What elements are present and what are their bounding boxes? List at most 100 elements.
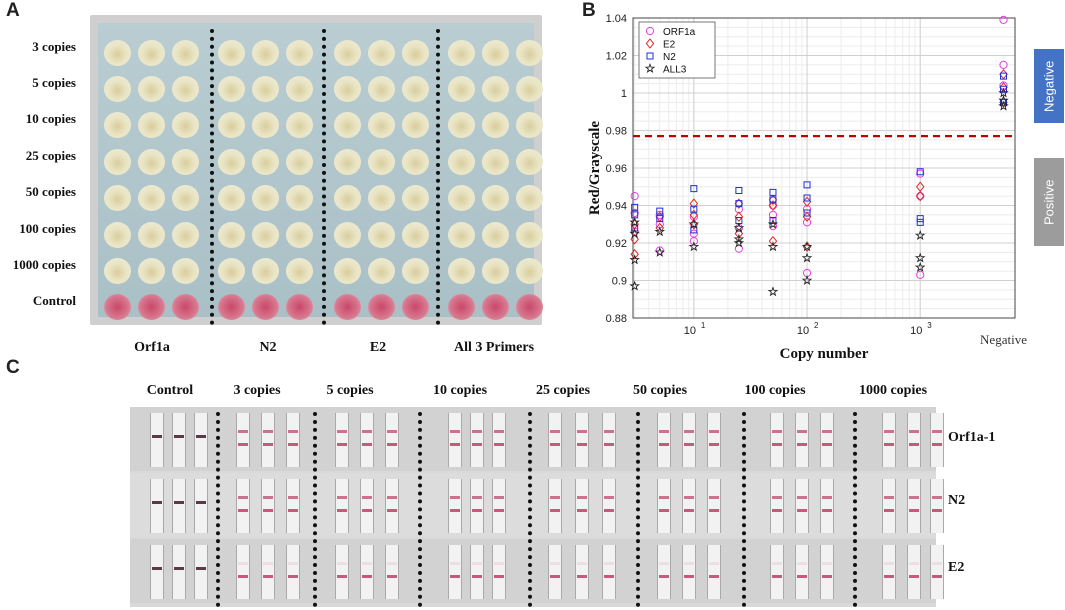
scatter-chart: 0.88 0.9 0.92 0.94 0.96 0.98 1 1.02 1.04 10 1 10 2 10… (587, 13, 1027, 362)
strip-band (604, 430, 614, 433)
row-label: 1000 copies (12, 257, 76, 272)
data-point-n2 (735, 200, 743, 208)
data-point-orf1a (999, 15, 1008, 24)
data-point-n2 (803, 181, 811, 189)
strip-band (797, 509, 807, 512)
data-point-n2 (1000, 85, 1008, 93)
legend-marker (644, 62, 656, 73)
data-point-n2 (690, 185, 698, 193)
control-well (368, 294, 395, 320)
strip-band (884, 575, 894, 578)
strip-band (822, 575, 832, 578)
sample-well (402, 112, 429, 138)
test-strip (150, 545, 164, 599)
sample-well (516, 185, 543, 211)
data-point-all3 (733, 222, 745, 233)
y-tick-label: 0.92 (606, 238, 627, 250)
strip-column-header: 50 copies (632, 383, 688, 398)
test-strip (194, 545, 208, 599)
data-point-e2 (655, 222, 665, 234)
column-label: Orf1a (134, 340, 170, 355)
sample-well (402, 222, 429, 248)
test-strip (470, 545, 484, 599)
data-point-all3 (998, 100, 1009, 111)
test-strip (385, 413, 399, 467)
sample-well (516, 149, 543, 175)
data-point-e2 (768, 200, 778, 211)
sample-well (482, 149, 509, 175)
strip-band (196, 501, 206, 504)
strip-band (550, 562, 560, 565)
data-point-orf1a (916, 169, 925, 178)
strip-band (174, 567, 184, 570)
sample-well (218, 222, 245, 248)
strip-band (196, 435, 206, 438)
sample-well (252, 222, 279, 248)
sample-well (334, 149, 361, 175)
test-strip (172, 545, 186, 599)
sample-well (334, 40, 361, 66)
y-axis-label: Red/Grayscale (587, 121, 603, 215)
test-strip (335, 545, 349, 599)
sample-well (368, 222, 395, 248)
strip-group-separator (636, 412, 640, 607)
strip-band (909, 509, 919, 512)
strip-band (238, 430, 248, 433)
column-label: E2 (369, 340, 387, 355)
sample-well (448, 40, 475, 66)
strip-band (152, 435, 162, 438)
sample-well (286, 258, 313, 284)
strip-band (238, 562, 248, 565)
legend-marker (645, 38, 655, 49)
strip-band (263, 430, 273, 433)
strip-group-separator (853, 412, 857, 607)
strip-band (709, 509, 719, 512)
test-strip (385, 545, 399, 599)
sample-well (104, 76, 131, 102)
strip-band (659, 496, 669, 499)
panel-a-letter: A (6, 0, 20, 21)
strip-band (550, 496, 560, 499)
strip-band (659, 562, 669, 565)
strip-row (130, 539, 944, 603)
test-strip (236, 413, 250, 467)
test-strip (575, 545, 589, 599)
sample-well (252, 185, 279, 211)
sample-well (448, 112, 475, 138)
test-strip (657, 413, 671, 467)
data-point-all3 (801, 252, 813, 263)
strip-band (450, 562, 460, 565)
sample-well (334, 185, 361, 211)
sample-well (334, 222, 361, 248)
legend-entry: E2 (663, 40, 676, 51)
strip-band (362, 562, 372, 565)
control-well (516, 294, 543, 320)
data-point-e2 (768, 194, 778, 206)
sample-well (104, 185, 131, 211)
sample-well (448, 222, 475, 248)
data-point-e2 (689, 198, 699, 209)
strip-band (550, 575, 560, 578)
strip-band (909, 496, 919, 499)
sample-well (104, 40, 131, 66)
row-label: 50 copies (25, 184, 76, 199)
strip-band (152, 567, 162, 570)
strip-band (238, 509, 248, 512)
test-strip (492, 413, 506, 467)
sample-well (252, 40, 279, 66)
sample-well (286, 76, 313, 102)
strip-band (263, 509, 273, 512)
strip-band (472, 430, 482, 433)
sample-well (368, 40, 395, 66)
strip-band (659, 575, 669, 578)
data-point-all3 (767, 218, 779, 229)
sample-well (286, 185, 313, 211)
sample-well (218, 258, 245, 284)
data-point-all3 (801, 274, 813, 285)
row-label: 25 copies (25, 148, 76, 163)
lane-separator (322, 29, 326, 325)
strip-band (822, 430, 832, 433)
column-label: N2 (259, 340, 277, 355)
strip-band (684, 575, 694, 578)
strip-band (387, 443, 397, 446)
